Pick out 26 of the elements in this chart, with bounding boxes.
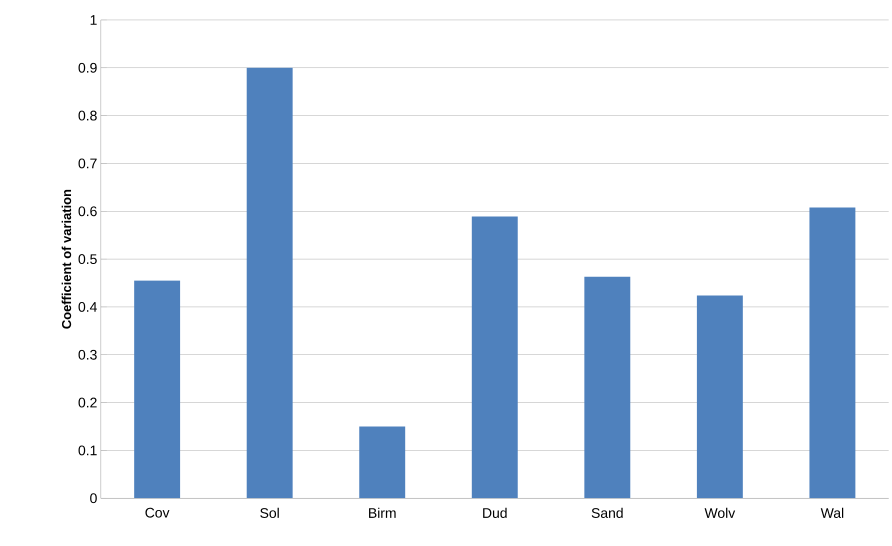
x-tick-label: Dud	[483, 508, 507, 518]
bar	[584, 276, 630, 498]
x-tick-label: Cov	[145, 508, 170, 518]
bar	[809, 207, 856, 498]
x-tick-label: Birm	[369, 508, 396, 518]
y-tick-label: 0.2	[78, 398, 97, 408]
y-axis-title: Coefficient of variation	[62, 190, 72, 329]
y-tick-label: 0.7	[78, 158, 97, 168]
y-tick-label: 0.8	[78, 110, 97, 120]
y-tick-label: 0.9	[78, 62, 97, 73]
y-tick-label: 0	[90, 493, 97, 504]
y-tick-label: 0.1	[78, 445, 97, 456]
bar	[472, 216, 518, 498]
y-tick-label: 0.3	[78, 350, 97, 360]
x-tick-label: Wal	[820, 508, 844, 518]
bar	[696, 295, 743, 498]
bar	[246, 68, 293, 498]
bar	[359, 426, 406, 498]
bar	[134, 280, 180, 498]
y-tick-label: 1	[90, 15, 97, 25]
x-tick-label: Sand	[592, 508, 623, 518]
x-tick-label: Wolv	[704, 508, 736, 518]
x-tick-label: Sol	[260, 508, 279, 518]
y-tick-label: 0.5	[78, 254, 97, 264]
y-tick-label: 0.6	[78, 206, 97, 216]
y-tick-label: 0.4	[78, 302, 97, 312]
